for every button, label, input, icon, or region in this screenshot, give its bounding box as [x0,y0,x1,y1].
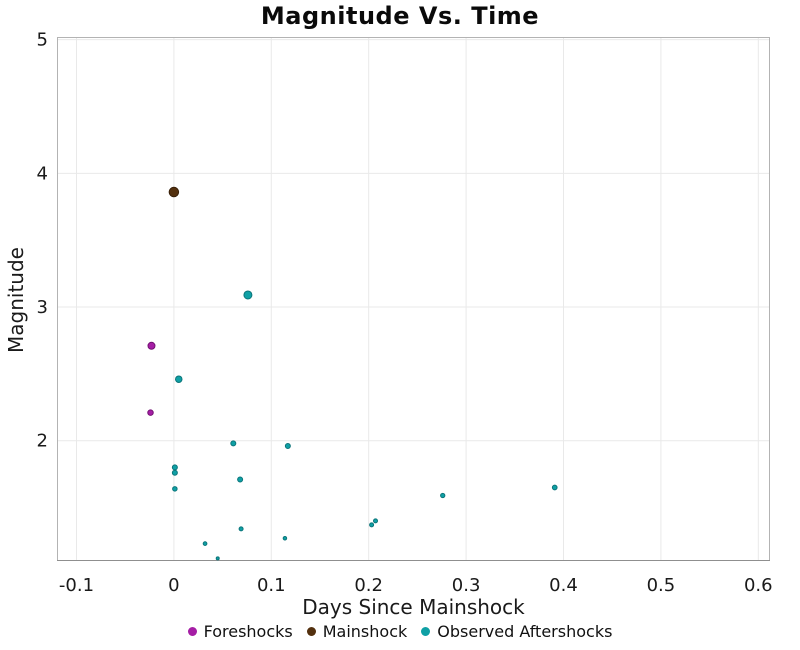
data-point-observed-aftershocks [172,486,178,492]
data-point-observed-aftershocks [440,492,446,499]
data-point-foreshocks [147,409,154,416]
data-point-observed-aftershocks [282,536,288,541]
legend-label: Observed Aftershocks [437,622,613,641]
x-tick-label: 0.5 [647,575,676,596]
legend-item-mainshock: Mainshock [306,622,408,641]
legend-item-observed-aftershocks: Observed Aftershocks [421,622,612,641]
data-point-observed-aftershocks [238,526,244,532]
y-tick-label: 3 [37,297,48,318]
data-point-observed-aftershocks [202,541,208,546]
x-tick-label: 0 [168,575,179,596]
x-tick-label: 0.3 [452,575,481,596]
legend-label: Foreshocks [203,622,293,641]
data-point-observed-aftershocks [171,469,178,476]
x-tick-label: 0.2 [354,575,383,596]
data-point-observed-aftershocks [237,476,244,483]
y-axis-label: Magnitude [4,247,28,353]
y-tick-label: 2 [37,431,48,452]
legend-marker-icon [306,627,316,636]
data-point-mainshock [168,186,180,198]
x-tick-label: -0.1 [59,575,94,596]
legend: Foreshocks Mainshock Observed Aftershocks [0,622,800,641]
chart-title: Magnitude Vs. Time [260,2,540,30]
data-point-observed-aftershocks [175,375,183,383]
data-point-observed-aftershocks [369,522,375,528]
legend-marker-icon [421,627,431,636]
y-tick-label: 5 [37,30,48,51]
y-tick-label: 4 [37,163,48,184]
legend-item-foreshocks: Foreshocks [187,622,293,641]
data-point-observed-aftershocks [373,518,379,524]
data-point-observed-aftershocks [284,443,291,450]
legend-label: Mainshock [322,622,408,641]
x-tick-label: 0.1 [257,575,286,596]
x-tick-label: 0.6 [744,575,773,596]
plot-border [57,37,770,561]
data-point-observed-aftershocks [230,440,237,447]
data-point-foreshocks [147,341,156,350]
x-axis-label: Days Since Mainshock [302,595,525,619]
legend-marker-icon [187,627,197,636]
data-point-observed-aftershocks [171,464,178,471]
x-tick-label: 0.4 [549,575,578,596]
data-point-observed-aftershocks [243,290,253,300]
data-point-observed-aftershocks [215,556,220,561]
data-point-observed-aftershocks [551,484,558,491]
